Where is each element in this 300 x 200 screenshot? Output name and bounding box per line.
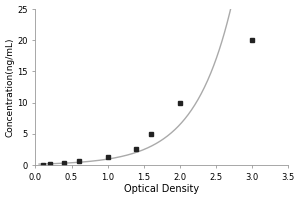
X-axis label: Optical Density: Optical Density	[124, 184, 199, 194]
Y-axis label: Concentration(ng/mL): Concentration(ng/mL)	[6, 37, 15, 137]
